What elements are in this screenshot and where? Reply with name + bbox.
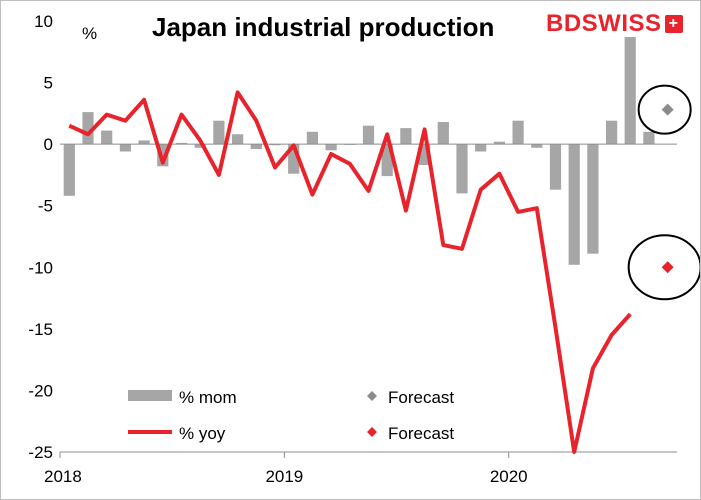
y-tick-label: -15 xyxy=(28,320,53,339)
mom-bar xyxy=(138,140,150,145)
mom-bar xyxy=(456,144,468,194)
mom-bar xyxy=(362,125,375,145)
logo-plus-icon: + xyxy=(664,15,683,33)
mom-bar xyxy=(493,141,505,145)
mom-bar xyxy=(157,144,169,167)
y-tick-label: -25 xyxy=(28,443,53,462)
legend-label: Forecast xyxy=(388,424,454,443)
y-tick-label: -5 xyxy=(38,197,53,216)
forecast-markers xyxy=(627,84,701,301)
x-tick-label: 2018 xyxy=(44,467,82,486)
logo-bd-text: BD xyxy=(546,10,582,37)
bdswiss-logo: BD SWISS + xyxy=(546,10,683,38)
forecast-diamond xyxy=(661,103,674,116)
forecast-diamond xyxy=(661,261,674,274)
mom-bar xyxy=(325,144,337,151)
x-axis-ticks xyxy=(59,452,510,458)
mom-bar xyxy=(568,144,580,265)
y-tick-label: -10 xyxy=(28,258,53,277)
x-axis-tick-labels: 2018 2019 2020 xyxy=(44,467,528,486)
mom-bar xyxy=(437,122,449,145)
mom-bar xyxy=(101,130,113,145)
legend-label: Forecast xyxy=(388,388,454,407)
y-tick-label: -20 xyxy=(28,381,53,400)
y-tick-label: 5 xyxy=(44,74,53,93)
mom-bar xyxy=(549,144,562,190)
legend-bar-swatch xyxy=(128,390,172,401)
legend-diamond-swatch xyxy=(367,391,377,401)
forecast-circle xyxy=(637,84,692,135)
mom-bar xyxy=(232,134,244,145)
mom-bar xyxy=(119,144,131,152)
yoy-line xyxy=(68,90,632,454)
mom-bar xyxy=(475,144,487,152)
mom-bar xyxy=(381,144,393,177)
mom-bar xyxy=(400,128,412,145)
legend: % mom Forecast % yoy Forecast xyxy=(128,388,454,443)
mom-bar xyxy=(269,144,281,146)
mom-bar xyxy=(512,120,524,145)
mom-bars xyxy=(63,37,655,265)
y-axis-unit: % xyxy=(82,24,98,43)
legend-label: % yoy xyxy=(179,424,226,443)
mom-bar xyxy=(250,144,262,149)
mom-bar xyxy=(306,131,318,145)
x-tick-label: 2020 xyxy=(490,467,528,486)
mom-bar xyxy=(213,120,225,145)
mom-bar xyxy=(288,144,300,174)
chart-title: Japan industrial production xyxy=(152,12,495,42)
mom-bar xyxy=(194,144,206,148)
y-tick-label: 0 xyxy=(44,135,53,154)
mom-bar xyxy=(643,131,655,145)
x-tick-label: 2019 xyxy=(265,467,303,486)
mom-bar xyxy=(63,144,75,196)
mom-bar xyxy=(531,144,543,148)
mom-bar xyxy=(606,120,618,145)
mom-bar xyxy=(175,142,188,145)
legend-diamond-swatch xyxy=(367,427,377,437)
mom-bar xyxy=(624,37,636,145)
legend-label: % mom xyxy=(179,388,237,407)
y-axis-tick-labels: 10 5 0 -5 -10 -15 -20 -25 xyxy=(28,12,53,462)
mom-bar xyxy=(419,144,431,165)
y-tick-label: 10 xyxy=(34,12,53,31)
logo-swiss-text: SWISS xyxy=(581,10,662,37)
mom-bar xyxy=(587,144,599,254)
mom-bar xyxy=(82,112,94,145)
